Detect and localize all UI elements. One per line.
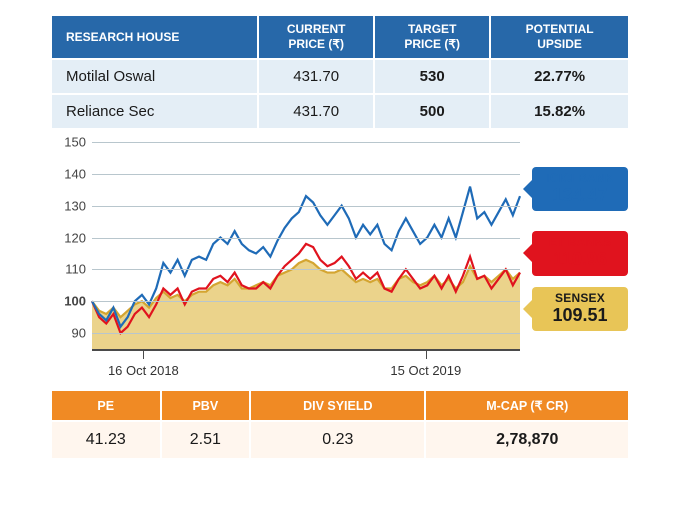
table-row: Reliance Sec 431.70 500 15.82%	[52, 95, 628, 128]
badge-icici: ICICI BANK 134.47	[532, 167, 628, 212]
table-row: Motilal Oswal 431.70 530 22.77%	[52, 60, 628, 93]
badge-sensex: SENSEX 109.51	[532, 287, 628, 332]
y-axis-label: 110	[52, 262, 86, 277]
th-target-price: TARGETPRICE (₹)	[375, 16, 489, 58]
badge-value: 134.47	[540, 185, 620, 205]
cell-upside: 15.82%	[491, 95, 628, 128]
badge-value: 109.51	[540, 305, 620, 325]
y-axis-label: 90	[52, 326, 86, 341]
y-axis-label: 100	[52, 294, 86, 309]
table-row: 41.23 2.51 0.23 2,78,870	[52, 422, 628, 458]
th-mcap: M-CAP (₹ CR)	[426, 391, 628, 420]
x-axis-label: 16 Oct 2018	[108, 363, 179, 378]
cell-current: 431.70	[259, 95, 373, 128]
badge-label: SENSEX	[540, 292, 620, 305]
y-axis-label: 150	[52, 135, 86, 150]
y-axis-label: 120	[52, 230, 86, 245]
th-upside: POTENTIALUPSIDE	[491, 16, 628, 58]
cell-current: 431.70	[259, 60, 373, 93]
th-pbv: PBV	[162, 391, 250, 420]
badge-value: 110.96	[540, 249, 620, 269]
cell-target: 530	[375, 60, 489, 93]
cell-pbv: 2.51	[162, 422, 250, 458]
x-axis-label: 15 Oct 2019	[390, 363, 461, 378]
th-divy: DIV SYIELD	[251, 391, 424, 420]
y-axis-label: 140	[52, 166, 86, 181]
th-pe: PE	[52, 391, 160, 420]
badge-label: ET BANKS	[540, 236, 620, 249]
th-current-price: CURRENTPRICE (₹)	[259, 16, 373, 58]
cell-divy: 0.23	[251, 422, 424, 458]
research-table: RESEARCH HOUSE CURRENTPRICE (₹) TARGETPR…	[50, 14, 630, 130]
y-axis-label: 130	[52, 198, 86, 213]
stats-table: PE PBV DIV SYIELD M-CAP (₹ CR) 41.23 2.5…	[50, 389, 630, 460]
badge-etbanks: ET BANKS 110.96	[532, 231, 628, 276]
cell-mcap: 2,78,870	[426, 422, 628, 458]
performance-chart: ICICI BANK 134.47 ET BANKS 110.96 SENSEX…	[50, 136, 630, 391]
th-research-house: RESEARCH HOUSE	[52, 16, 257, 58]
cell-target: 500	[375, 95, 489, 128]
cell-pe: 41.23	[52, 422, 160, 458]
cell-upside: 22.77%	[491, 60, 628, 93]
cell-house: Reliance Sec	[52, 95, 257, 128]
cell-house: Motilal Oswal	[52, 60, 257, 93]
badge-label: ICICI BANK	[540, 172, 620, 185]
